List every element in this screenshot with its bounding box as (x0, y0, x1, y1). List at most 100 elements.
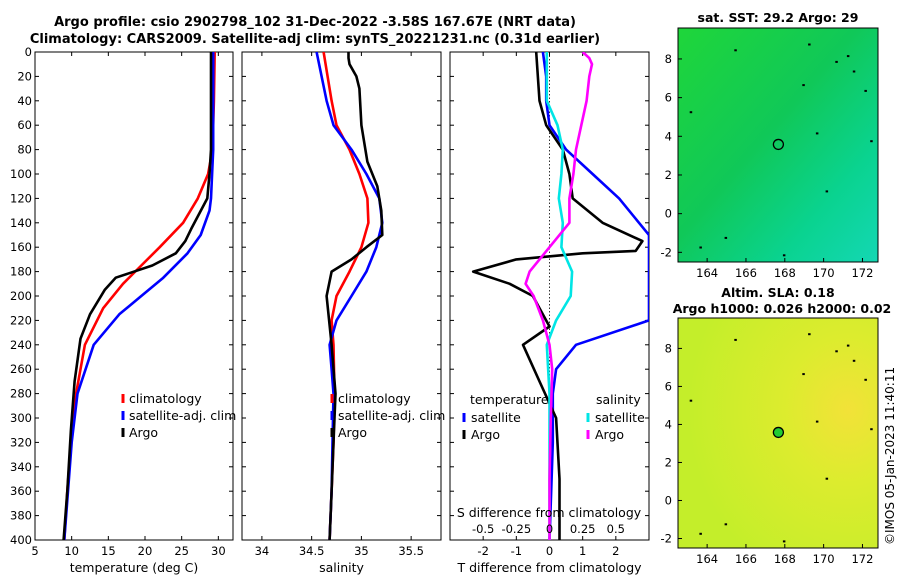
x-tick-label: 172 (851, 552, 873, 566)
island-speck (802, 84, 805, 87)
salinity-tick-label: 0.5 (607, 522, 625, 536)
temperature-argo-line (471, 52, 644, 540)
y-tick-label: 340 (10, 460, 32, 474)
y-tick-label: 300 (10, 411, 32, 425)
y-tick-label: 8 (665, 341, 672, 355)
x-tick-label: 5 (31, 544, 38, 558)
island-speck (852, 70, 856, 73)
x-axis-label: salinity (319, 560, 364, 575)
island-speck (870, 428, 873, 431)
x-tick-label: 172 (851, 266, 873, 280)
salinity-satellite-line (545, 52, 574, 540)
y-tick-label: 4 (665, 417, 672, 431)
island-speck (734, 338, 737, 341)
salinity-panel: 34 34.5 35 35.5 salinity climatology satellite… (241, 51, 445, 575)
island-speck (782, 540, 786, 543)
x-tick-label: 0 (546, 544, 553, 558)
legend-title-temperature: temperature (470, 392, 549, 407)
island-speck (835, 60, 838, 63)
island-speck (870, 140, 873, 143)
sst-map-panel: 164 166 168 170 172 -2 0 2 4 6 8 (661, 27, 879, 280)
temperature-panel: 5 10 15 20 25 3002040608010012014016018020022… (10, 45, 236, 575)
island-speck (689, 399, 693, 402)
x-tick-label: 164 (696, 266, 718, 280)
y-tick-label: 4 (665, 129, 672, 143)
island-speck (852, 359, 856, 362)
salinity-tick-label: 0.25 (570, 522, 596, 536)
map-frame (677, 27, 879, 263)
island-speck (815, 420, 819, 423)
y-tick-label: 320 (10, 435, 32, 449)
salinity-tick-label: 0 (546, 522, 553, 536)
x-tick-label: 35.5 (398, 544, 424, 558)
temperature-satellite-line (541, 52, 649, 540)
x-tick-label: 20 (138, 544, 153, 558)
series-satellite-line (63, 52, 215, 540)
x-tick-label: 25 (174, 544, 189, 558)
legend-label: climatology (129, 391, 202, 406)
x-tick-label: 170 (813, 552, 835, 566)
island-speck (835, 350, 838, 353)
y-tick-label: 400 (10, 533, 32, 547)
map-field (678, 28, 878, 262)
island-speck (782, 254, 786, 257)
y-tick-label: 0 (665, 493, 672, 507)
island-speck (699, 246, 702, 249)
y-tick-label: 40 (17, 94, 32, 108)
y-tick-label: 60 (17, 118, 32, 132)
y-tick-label: 200 (10, 289, 32, 303)
salinity-argo-line (524, 52, 594, 540)
series-group (471, 52, 649, 540)
legend-label: satellite (595, 410, 645, 425)
y-tick-label: -2 (661, 531, 672, 545)
island-speck (846, 55, 850, 58)
figure-title-line1: Argo profile: csio 2902798_102 31-Dec-20… (54, 15, 576, 30)
y-tick-label: 100 (10, 167, 32, 181)
y-tick-label: 180 (10, 265, 32, 279)
y-tick-label: -2 (661, 245, 672, 259)
salinity-axis-label: S difference from climatology (457, 505, 642, 520)
map-frame (677, 317, 879, 549)
y-tick-label: 240 (10, 338, 32, 352)
island-speck (864, 378, 867, 381)
island-speck (846, 344, 850, 347)
y-tick-label: 260 (10, 362, 32, 376)
x-axis-label: temperature (deg C) (70, 560, 199, 575)
y-tick-label: 140 (10, 216, 32, 230)
x-tick-label: 34.5 (299, 544, 325, 558)
y-tick-label: 220 (10, 313, 32, 327)
x-tick-label: 1 (579, 544, 586, 558)
legend-label: Argo (471, 427, 500, 442)
x-tick-label: 30 (211, 544, 226, 558)
island-speck (808, 43, 811, 46)
y-tick-label: 360 (10, 484, 32, 498)
x-tick-label: 168 (774, 266, 796, 280)
y-tick-label: 280 (10, 387, 32, 401)
y-tick-label: 2 (665, 168, 672, 182)
x-tick-label: 15 (101, 544, 116, 558)
legend-label: climatology (338, 391, 411, 406)
x-tick-label: 168 (774, 552, 796, 566)
legend-label: satellite (471, 410, 521, 425)
plot-frame (34, 51, 234, 541)
y-tick-label: 0 (25, 45, 32, 59)
island-speck (802, 373, 805, 376)
sst-map-title: sat. SST: 29.2 Argo: 29 (697, 10, 859, 25)
x-axis-label: T difference from climatology (456, 560, 642, 575)
x-tick-label: 34 (255, 544, 270, 558)
legend-label: satellite-adj. clim (129, 408, 236, 423)
island-speck (825, 190, 829, 193)
legend-label: Argo (338, 425, 367, 440)
salinity-tick-label: -0.25 (501, 522, 531, 536)
island-speck (808, 333, 811, 336)
legend-label: satellite-adj. clim (338, 408, 445, 423)
island-speck (825, 477, 829, 480)
x-tick-label: 166 (735, 266, 757, 280)
y-tick-label: 8 (665, 52, 672, 66)
argo-position-marker (772, 138, 785, 151)
y-tick-label: 6 (665, 91, 672, 105)
legend-title-salinity: salinity (596, 392, 641, 407)
island-speck (699, 532, 702, 535)
salinity-tick-label: -0.5 (472, 522, 494, 536)
